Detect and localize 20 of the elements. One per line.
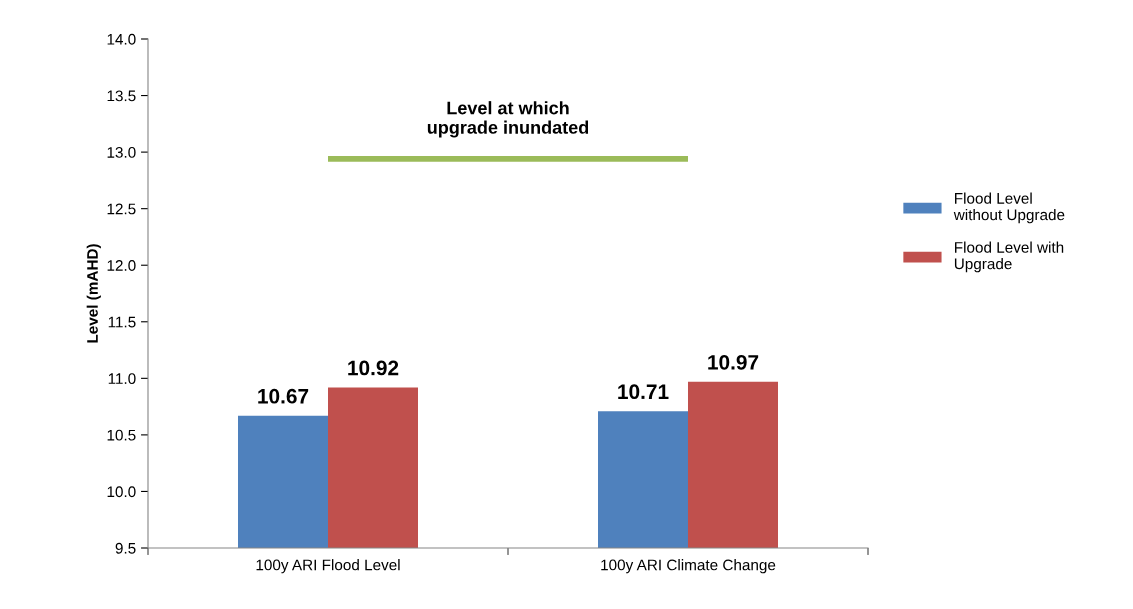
- x-tick-label: 100y ARI Climate Change: [601, 559, 776, 574]
- data-label: 10.71: [618, 384, 669, 400]
- x-tick-label: 100y ARI Flood Level: [256, 559, 400, 574]
- y-tick-label: 11.0: [108, 373, 136, 385]
- y-tick-label: 14.0: [107, 33, 136, 45]
- data-label: 10.67: [258, 388, 309, 404]
- legend-label: Flood Level without Upgrade: [953, 192, 1065, 224]
- y-tick-label: 12.5: [107, 203, 136, 215]
- legend-label: Flood Level with Upgrade: [954, 241, 1064, 273]
- data-label: 10.97: [708, 354, 759, 370]
- ref-line-label: Level at which upgrade inundated: [427, 101, 589, 138]
- y-tick-label: 10.5: [107, 429, 136, 441]
- y-tick-label: 11.5: [108, 316, 136, 328]
- y-axis-title: Level (mAHD): [86, 244, 101, 343]
- y-tick-label: 13.0: [107, 146, 136, 158]
- y-tick-label: 9.5: [115, 542, 136, 554]
- data-label: 10.92: [348, 360, 399, 376]
- y-tick-label: 10.0: [107, 486, 136, 498]
- y-tick-label: 13.5: [107, 90, 136, 102]
- y-tick-label: 12.0: [107, 260, 136, 271]
